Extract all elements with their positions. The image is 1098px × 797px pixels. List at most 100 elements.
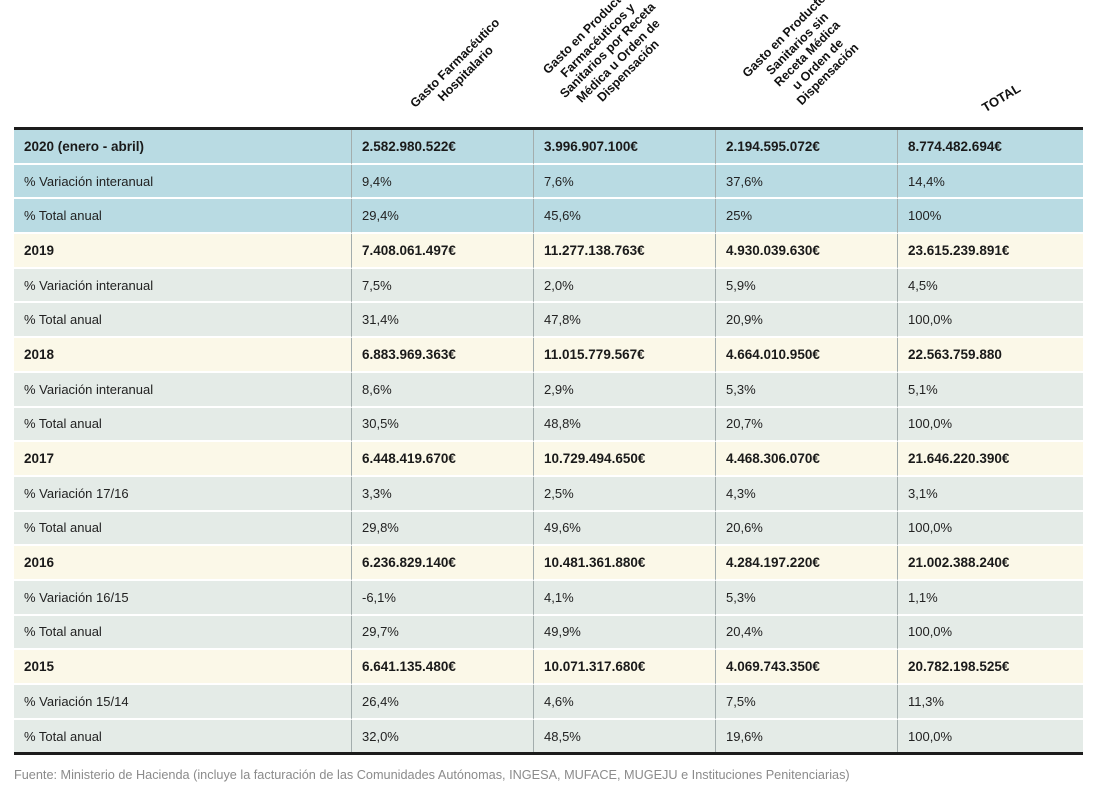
data-cell: 7,6% — [534, 164, 716, 200]
data-cell: 3.996.907.100€ — [534, 130, 716, 165]
data-cell: 45,6% — [534, 199, 716, 235]
data-cell: 19,6% — [716, 719, 898, 753]
row-label: % Variación 16/15 — [14, 580, 352, 616]
data-cell: 1,1% — [898, 580, 1083, 616]
data-cell: 7.408.061.497€ — [352, 234, 534, 269]
table-row: 2020 (enero - abril) 2.582.980.522€ 3.996.… — [14, 130, 1083, 165]
data-cell: 2,9% — [534, 372, 716, 408]
data-cell: 4,6% — [534, 685, 716, 720]
data-cell: 2.582.980.522€ — [352, 130, 534, 165]
row-label: % Total anual — [14, 407, 352, 443]
column-header-gasto-farmaceutico-hospitalario: Gasto Farmacéutico Hospitalario — [407, 15, 503, 111]
table-row: 2019 7.408.061.497€ 11.277.138.763€ 4.930.0… — [14, 234, 1083, 269]
data-cell: 10.481.361.880€ — [534, 546, 716, 581]
table-row: % Total anual 29,4% 45,6% 25% 100% — [14, 199, 1083, 235]
table-row: 2017 6.448.419.670€ 10.729.494.650€ 4.468.3… — [14, 442, 1083, 477]
data-cell: 20,6% — [716, 511, 898, 547]
data-cell: 10.729.494.650€ — [534, 442, 716, 477]
data-cell: 32,0% — [352, 719, 534, 753]
data-cell: 23.615.239.891€ — [898, 234, 1083, 269]
row-label: % Variación interanual — [14, 164, 352, 200]
data-cell: 100,0% — [898, 511, 1083, 547]
data-cell: 49,6% — [534, 511, 716, 547]
data-cell: 49,9% — [534, 615, 716, 651]
row-label: % Variación interanual — [14, 372, 352, 408]
data-cell: 100,0% — [898, 407, 1083, 443]
data-cell: 4.468.306.070€ — [716, 442, 898, 477]
data-cell: 9,4% — [352, 164, 534, 200]
data-cell: 6.236.829.140€ — [352, 546, 534, 581]
row-label: 2017 — [14, 442, 352, 477]
data-cell: 48,8% — [534, 407, 716, 443]
row-label: % Total anual — [14, 511, 352, 547]
table-row: % Variación interanual 7,5% 2,0% 5,9% 4,5% — [14, 268, 1083, 304]
row-label: % Variación 15/14 — [14, 685, 352, 720]
data-cell: 11,3% — [898, 685, 1083, 720]
source-note: Fuente: Ministerio de Hacienda (incluye … — [14, 768, 850, 783]
data-cell: 4.664.010.950€ — [716, 338, 898, 373]
table-row: % Total anual 32,0% 48,5% 19,6% 100,0% — [14, 719, 1083, 753]
table-row: 2015 6.641.135.480€ 10.071.317.680€ 4.069.7… — [14, 650, 1083, 685]
data-cell: 29,4% — [352, 199, 534, 235]
data-cell: 11.015.779.567€ — [534, 338, 716, 373]
data-cell: 100,0% — [898, 615, 1083, 651]
table-body: 2020 (enero - abril) 2.582.980.522€ 3.996.… — [14, 130, 1083, 753]
data-cell: 21.002.388.240€ — [898, 546, 1083, 581]
table-row: % Variación interanual 9,4% 7,6% 37,6% 14,4% — [14, 164, 1083, 200]
table-row: % Total anual 30,5% 48,8% 20,7% 100,0% — [14, 407, 1083, 443]
data-cell: 4,3% — [716, 476, 898, 512]
row-label: % Total anual — [14, 199, 352, 235]
data-cell: 5,3% — [716, 580, 898, 616]
data-cell: 20,4% — [716, 615, 898, 651]
table-row: % Variación 17/16 3,3% 2,5% 4,3% 3,1% — [14, 476, 1083, 512]
data-cell: 100% — [898, 199, 1083, 235]
data-cell: 4.930.039.630€ — [716, 234, 898, 269]
row-label: % Total anual — [14, 615, 352, 651]
data-cell: 30,5% — [352, 407, 534, 443]
data-cell: 48,5% — [534, 719, 716, 753]
column-header-gasto-productos-sanitarios-sin-receta: Gasto en Productos Sanitarios sin Receta… — [739, 0, 862, 108]
row-label: 2015 — [14, 650, 352, 685]
data-cell: 22.563.759.880 — [898, 338, 1083, 373]
data-cell: 8,6% — [352, 372, 534, 408]
data-cell: 3,3% — [352, 476, 534, 512]
data-cell: 6.883.969.363€ — [352, 338, 534, 373]
data-cell: 21.646.220.390€ — [898, 442, 1083, 477]
data-cell: 26,4% — [352, 685, 534, 720]
data-cell: 6.641.135.480€ — [352, 650, 534, 685]
data-cell: 2,5% — [534, 476, 716, 512]
table-column-headers: Gasto Farmacéutico Hospitalario Gasto en… — [14, 0, 1083, 127]
data-cell: 29,8% — [352, 511, 534, 547]
data-cell: 31,4% — [352, 303, 534, 339]
table-row: 2018 6.883.969.363€ 11.015.779.567€ 4.664.0… — [14, 338, 1083, 373]
data-cell: 4.284.197.220€ — [716, 546, 898, 581]
row-label: 2020 (enero - abril) — [14, 130, 352, 165]
data-cell: 29,7% — [352, 615, 534, 651]
column-header-gasto-productos-farmaceuticos-receta: Gasto en Productos Farmacéuticos y Sanit… — [540, 0, 663, 105]
table-row: % Total anual 29,7% 49,9% 20,4% 100,0% — [14, 615, 1083, 651]
table-row: % Variación 16/15 -6,1% 4,1% 5,3% 1,1% — [14, 580, 1083, 616]
data-cell: 14,4% — [898, 164, 1083, 200]
data-cell: 7,5% — [352, 268, 534, 304]
table-row: % Variación 15/14 26,4% 4,6% 7,5% 11,3% — [14, 685, 1083, 720]
table-row: % Total anual 29,8% 49,6% 20,6% 100,0% — [14, 511, 1083, 547]
data-cell: 4,1% — [534, 580, 716, 616]
row-label: % Total anual — [14, 719, 352, 753]
table-row: % Total anual 31,4% 47,8% 20,9% 100,0% — [14, 303, 1083, 339]
data-cell: 6.448.419.670€ — [352, 442, 534, 477]
data-cell: 25% — [716, 199, 898, 235]
data-cell: 5,1% — [898, 372, 1083, 408]
data-cell: 100,0% — [898, 719, 1083, 753]
row-label: 2019 — [14, 234, 352, 269]
data-cell: 20,9% — [716, 303, 898, 339]
data-cell: -6,1% — [352, 580, 534, 616]
data-cell: 2,0% — [534, 268, 716, 304]
row-label: 2016 — [14, 546, 352, 581]
data-cell: 100,0% — [898, 303, 1083, 339]
row-label: % Variación 17/16 — [14, 476, 352, 512]
row-label: % Variación interanual — [14, 268, 352, 304]
row-label: 2018 — [14, 338, 352, 373]
column-header-total: TOTAL — [979, 80, 1024, 115]
data-cell: 5,9% — [716, 268, 898, 304]
